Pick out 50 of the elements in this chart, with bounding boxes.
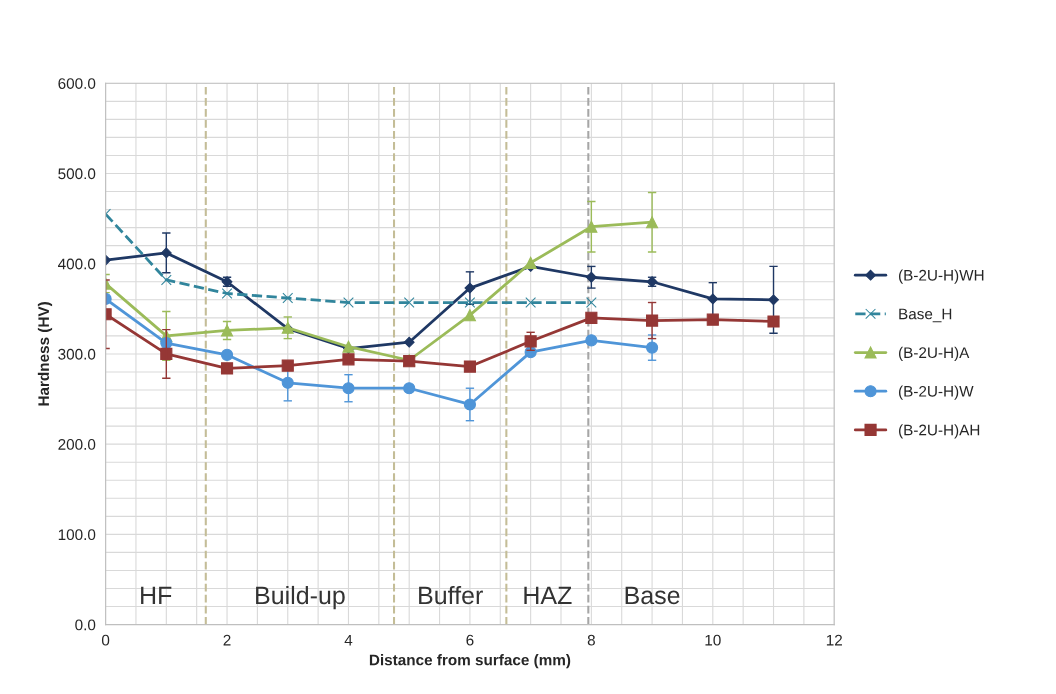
- point: [342, 353, 355, 366]
- point: [403, 297, 415, 308]
- point: [343, 297, 354, 308]
- point: [585, 220, 598, 233]
- x-tick-label: 8: [587, 634, 595, 646]
- y-tick-label: 500.0: [58, 168, 96, 180]
- annotation: HAZ: [524, 586, 572, 604]
- point: [220, 362, 234, 375]
- point: [282, 292, 294, 304]
- point: [464, 297, 476, 308]
- x-axis-title: Distance from surface (mm): [369, 654, 571, 669]
- point: [403, 382, 416, 395]
- x-tick-label: 4: [344, 634, 353, 646]
- y-tick-label: 600.0: [58, 78, 96, 89]
- legend-label: (B-2U-H)W: [899, 385, 974, 400]
- y-tick-label: 200.0: [58, 439, 96, 450]
- legend-label: (B-2U-H)WH: [899, 269, 984, 284]
- legend-label: Base_H: [899, 308, 952, 323]
- x-tick-label: 2: [223, 634, 231, 646]
- legend-label: (B-2U-H)AH: [899, 424, 980, 439]
- y-axis-title: Hardness (HV): [37, 302, 53, 406]
- annotation: Build-up: [256, 585, 345, 610]
- point: [463, 309, 476, 322]
- point: [706, 313, 719, 326]
- point: [403, 336, 415, 348]
- y-tick-label: 0.0: [75, 619, 96, 631]
- y-tick-label: 300.0: [58, 348, 96, 360]
- point: [585, 311, 598, 324]
- point: [524, 256, 537, 269]
- point: [463, 360, 476, 373]
- point: [585, 334, 598, 347]
- annotation: Base: [625, 586, 680, 605]
- point: [160, 274, 172, 286]
- point: [524, 335, 537, 348]
- x-tick-label: 10: [705, 634, 721, 646]
- point: [585, 297, 597, 308]
- x-tick-label: 0: [101, 634, 110, 646]
- y-tick-label: 100.0: [58, 529, 96, 541]
- legend-label: (B-2U-H)A: [899, 346, 970, 362]
- point: [767, 315, 780, 328]
- point: [525, 297, 537, 308]
- point: [281, 359, 294, 372]
- y-tick-label: 400.0: [58, 258, 96, 270]
- point: [160, 347, 173, 361]
- annotation: HF: [141, 586, 172, 604]
- x-tick-label: 6: [466, 634, 474, 646]
- point: [221, 288, 233, 299]
- x-tick-label: 12: [826, 634, 842, 646]
- point: [220, 348, 234, 361]
- annotation: Buffer: [419, 585, 483, 605]
